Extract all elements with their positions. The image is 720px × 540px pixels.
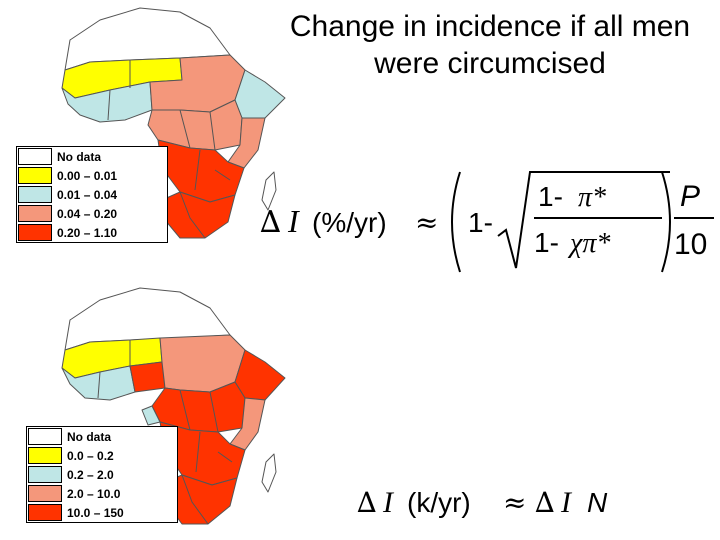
legend-swatch [18,167,52,184]
legend-row: 0.20 – 1.10 [17,223,167,242]
formula-delta: ∆ [357,486,377,519]
legend-swatch [18,205,52,222]
legend-row: 2.0 – 10.0 [27,484,177,503]
formula-unit: (k/yr) [407,487,471,518]
legend-row: 0.0 – 0.2 [27,446,177,465]
legend-row: 0.04 – 0.20 [17,204,167,223]
africa-map-top [30,0,290,250]
region-south-central [157,139,245,203]
legend-swatch [28,504,62,521]
legend-row: No data [27,427,177,446]
formula-approx: ≈ [415,206,438,239]
legend-label: 10.0 – 150 [67,505,124,520]
fraction-numerator-p: P [680,180,700,213]
legend-swatch [18,148,52,165]
region-madagascar [261,171,277,211]
fraction-denominator: 10 [674,228,707,261]
legend-row: 0.00 – 0.01 [17,166,167,185]
formula-one-minus: 1- [468,207,493,238]
legend-label: 0.2 – 2.0 [67,467,114,482]
formula-rhs-n: N [587,487,608,518]
sqrt-sign [497,171,670,269]
formula-percent-per-year: ∆ I (%/yr) ≈ 1- 1- π* 1- χπ* P 10 [258,160,718,285]
region-horn [234,69,286,119]
formula-delta: ∆ [260,205,281,240]
formula-var: I [287,203,300,239]
legend-label: 0.01 – 0.04 [57,187,118,202]
legend-label: No data [67,429,112,444]
region-west-coast [61,81,153,123]
region-gulf [141,405,161,426]
region-nigeria [129,361,166,393]
slide-title: Change in incidence if all men were circ… [289,10,691,80]
formula-unit: (%/yr) [312,207,387,238]
legend-swatch [28,428,62,445]
formula-thousands-per-year: ∆ I (k/yr) ≈ ∆ I N [355,475,635,530]
region-madagascar [261,453,277,493]
legend-label: 0.00 – 0.01 [57,168,118,183]
legend-bottom: No data 0.0 – 0.2 0.2 – 2.0 2.0 – 10.0 1… [26,426,178,523]
formula-rhs-var: I [560,486,573,519]
legend-label: No data [57,149,102,164]
numerator-prefix: 1- [538,181,563,212]
legend-swatch [28,447,62,464]
legend-label: 0.04 – 0.20 [57,206,118,221]
legend-label: 2.0 – 10.0 [67,486,121,501]
legend-label: 0.0 – 0.2 [67,448,114,463]
formula-rhs-delta: ∆ [535,486,555,519]
legend-swatch [28,485,62,502]
legend-label: 0.20 – 1.10 [57,225,118,240]
legend-row: 0.01 – 0.04 [17,185,167,204]
legend-swatch [28,466,62,483]
right-paren [661,171,671,273]
legend-top: No data 0.00 – 0.01 0.01 – 0.04 0.04 – 0… [16,146,168,243]
formula-approx: ≈ [503,486,526,519]
formula-var: I [382,486,395,519]
region-south [161,191,236,239]
legend-row: 0.2 – 2.0 [27,465,177,484]
africa-map-bottom [40,280,290,535]
region-horn [234,349,286,401]
legend-row: No data [17,147,167,166]
denominator-prefix: 1- [534,227,559,258]
left-paren [451,171,461,273]
denominator-chi-pi: χπ* [567,228,610,259]
legend-row: 10.0 – 150 [27,503,177,522]
legend-swatch [18,224,52,241]
legend-swatch [18,186,52,203]
numerator-pi: π* [578,182,606,213]
